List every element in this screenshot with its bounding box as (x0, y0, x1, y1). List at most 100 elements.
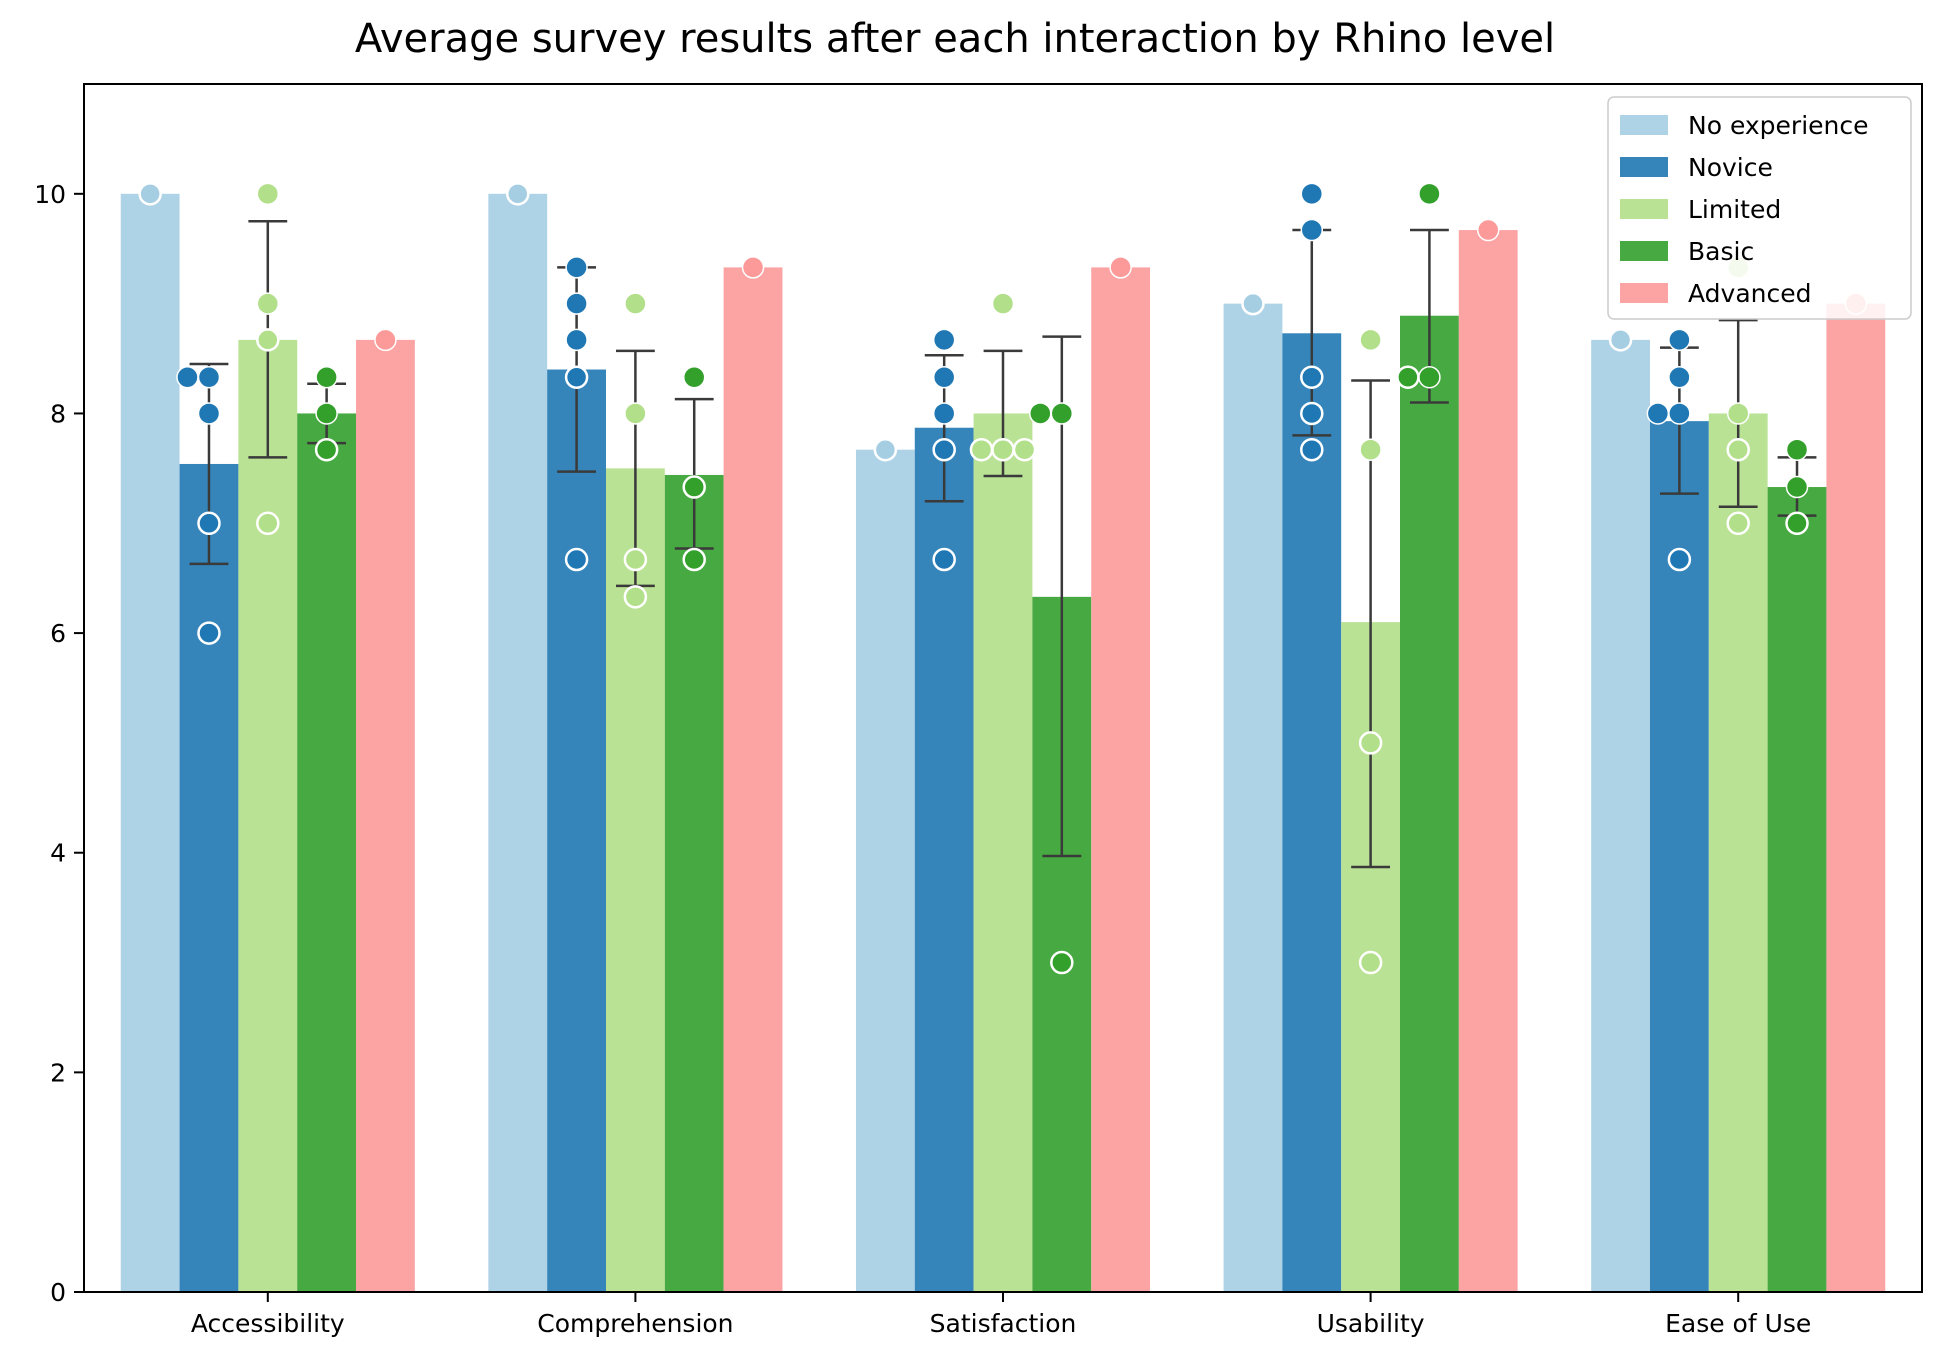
x-tick-label: Usability (1317, 1309, 1425, 1338)
x-tick-label: Ease of Use (1665, 1309, 1811, 1338)
data-point-novice-satisfaction (932, 437, 956, 462)
y-tick-label: 4 (50, 839, 66, 868)
data-point-novice-usability (1300, 365, 1324, 389)
data-point-basic-comprehension (682, 475, 706, 499)
legend-label-no-experience: No experience (1688, 111, 1869, 140)
data-point-basic-usability (1418, 365, 1441, 389)
y-tick-label: 2 (50, 1058, 66, 1087)
data-point-advanced-usability (1476, 218, 1500, 242)
data-point-novice-ease-of-use (1668, 402, 1691, 425)
data-point-no-experience-usability (1241, 291, 1265, 316)
data-point-limited-ease-of-use (1726, 437, 1750, 462)
y-tick-label: 8 (50, 399, 66, 428)
legend-swatch-novice (1620, 157, 1668, 177)
data-point-novice-satisfaction (932, 402, 956, 425)
data-point-basic-accessibility (314, 437, 339, 462)
data-point-novice-comprehension (565, 292, 588, 315)
data-point-novice-satisfaction (932, 547, 956, 572)
error-bar-limited-usability (1351, 379, 1391, 869)
bar-advanced-accessibility (356, 339, 415, 1293)
data-point-novice-satisfaction (932, 365, 956, 389)
data-point-basic-ease-of-use (1785, 475, 1809, 499)
bar-basic-ease-of-use (1767, 487, 1827, 1292)
data-point-novice-ease-of-use (1668, 365, 1691, 389)
y-tick-label: 6 (50, 619, 66, 648)
y-tick-label: 0 (50, 1278, 66, 1307)
points-layer (138, 182, 1868, 975)
data-point-limited-accessibility (256, 182, 280, 206)
data-point-no-experience-accessibility (138, 182, 162, 206)
legend-swatch-basic (1620, 241, 1668, 261)
legend-label-limited: Limited (1688, 195, 1781, 224)
data-point-limited-ease-of-use (1726, 511, 1750, 536)
data-point-basic-ease-of-use (1785, 511, 1809, 536)
bar-basic-accessibility (297, 413, 357, 1292)
data-point-limited-comprehension (623, 585, 648, 609)
data-point-novice-satisfaction (932, 328, 956, 352)
data-point-basic-accessibility (315, 365, 338, 389)
data-point-novice-accessibility (197, 402, 221, 425)
data-point-limited-comprehension (623, 547, 648, 572)
bar-novice-comprehension (547, 369, 606, 1292)
data-point-novice-usability (1300, 182, 1324, 206)
bar-limited-accessibility (238, 339, 298, 1293)
data-point-limited-ease-of-use (1726, 402, 1750, 425)
axes-layer: 0 2 4 6 8 10 Accessibility Comprehension Satisfa… (34, 83, 1923, 1338)
bar-novice-satisfaction (914, 427, 974, 1292)
data-point-basic-ease-of-use (1785, 438, 1809, 461)
data-point-limited-accessibility (256, 328, 280, 352)
x-tick-label: Comprehension (537, 1309, 733, 1338)
legend-swatch-limited (1620, 199, 1668, 219)
data-point-basic-satisfaction (1050, 402, 1074, 425)
y-tick-label: 10 (34, 180, 66, 209)
data-point-basic-usability (1418, 182, 1441, 206)
data-point-limited-satisfaction (1012, 437, 1037, 462)
bar-limited-satisfaction (973, 413, 1033, 1292)
bar-advanced-usability (1458, 230, 1518, 1292)
data-point-novice-accessibility (197, 365, 221, 389)
legend-swatch-no-experience (1620, 115, 1668, 135)
data-point-limited-satisfaction (991, 437, 1015, 462)
data-point-limited-usability (1358, 731, 1383, 755)
bar-basic-comprehension (664, 474, 724, 1292)
bar-no-experience-ease-of-use (1591, 339, 1650, 1293)
data-point-no-experience-ease-of-use (1608, 328, 1633, 352)
data-point-basic-comprehension (682, 365, 706, 389)
data-point-limited-usability (1358, 950, 1383, 975)
data-point-limited-accessibility (256, 511, 280, 536)
legend: No experience Novice Limited Basic Advanced (1607, 96, 1912, 320)
data-point-advanced-comprehension (741, 256, 765, 279)
legend-swatch-advanced (1620, 283, 1668, 303)
data-point-limited-usability (1359, 438, 1382, 461)
legend-frame (1607, 96, 1912, 320)
bars-layer (120, 193, 1886, 1293)
bar-advanced-comprehension (723, 267, 783, 1292)
data-point-novice-accessibility (176, 365, 199, 389)
data-point-novice-usability (1300, 437, 1324, 462)
data-point-novice-accessibility (197, 621, 221, 645)
legend-label-novice: Novice (1688, 153, 1773, 182)
data-point-limited-comprehension (624, 402, 647, 425)
data-point-novice-ease-of-use (1667, 547, 1692, 572)
x-tick-label: Accessibility (191, 1309, 345, 1338)
data-point-no-experience-satisfaction (873, 437, 898, 462)
data-point-no-experience-comprehension (506, 182, 530, 206)
chart-title: Average survey results after each intera… (355, 16, 1555, 62)
data-point-novice-ease-of-use (1668, 328, 1691, 352)
data-point-novice-ease-of-use (1646, 402, 1670, 425)
data-point-advanced-accessibility (374, 328, 397, 352)
data-point-limited-usability (1359, 328, 1382, 352)
data-point-basic-comprehension (682, 547, 706, 572)
data-point-limited-satisfaction (969, 437, 994, 462)
bar-no-experience-usability (1223, 303, 1283, 1292)
x-tick-label: Satisfaction (930, 1309, 1077, 1338)
data-point-basic-usability (1396, 365, 1420, 389)
data-point-novice-comprehension (565, 328, 588, 352)
bar-limited-ease-of-use (1708, 413, 1768, 1292)
data-point-limited-satisfaction (991, 292, 1015, 315)
data-point-novice-comprehension (564, 365, 589, 389)
bar-no-experience-satisfaction (855, 449, 915, 1292)
data-point-basic-satisfaction (1029, 402, 1052, 425)
